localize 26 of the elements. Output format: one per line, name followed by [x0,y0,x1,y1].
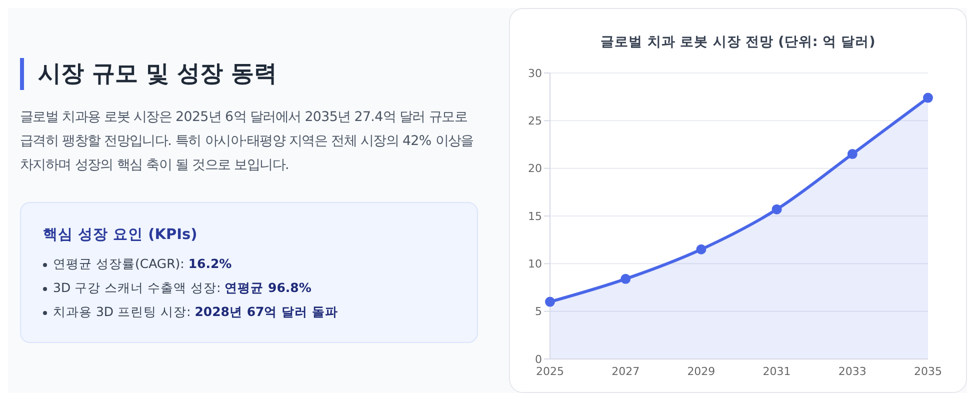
text: 연평균 성장률(CAGR): 16.2% [53,256,232,271]
text: 3D 구강 스캐너 수출액 성장: 연평균 96.8% [53,280,312,295]
point [847,149,858,160]
x-tick-label: 2033 [838,364,866,378]
point [545,296,555,307]
point [696,244,706,254]
chart-title: 글로벌 치과 로봇 시장 전망 (단위: 억 달러) [600,33,876,52]
y-tick-label: 0 [535,352,542,366]
text: 핵심 성장 요인 (KPIs) [43,226,198,244]
point [772,204,782,214]
text: 시장 규모 및 성장 동력 [20,58,478,90]
y-tick-label: 20 [528,162,542,176]
y-tick-label: 15 [528,210,542,223]
point [620,274,631,284]
x-tick-label: 2025 [536,364,564,378]
text: 글로벌 치과용 로봇 시장은 2025년 6억 달러에서 2035년 27.4억 달러 규모로 급격히 팽창할 전망입니다. 특히 아시아·태평양 지역은 전체 시장의 42% 이상을 차지하며 성장의 핵심 축이 될 것으로 보입니다. [20,109,474,175]
x-tick-label: 2031 [762,364,791,378]
x-tick-label: 2035 [914,364,942,378]
y-tick-label: 30 [528,66,542,80]
point [923,92,933,103]
y-tick-label: 10 [528,258,542,271]
x-tick-label: 2027 [612,364,640,378]
y-tick-label: 5 [535,305,542,318]
x-tick-label: 2029 [687,364,716,378]
y-tick-label: 25 [528,114,542,128]
text: 치과용 3D 프린팅 시장: 2028년 67억 달러 돌파 [53,304,338,319]
